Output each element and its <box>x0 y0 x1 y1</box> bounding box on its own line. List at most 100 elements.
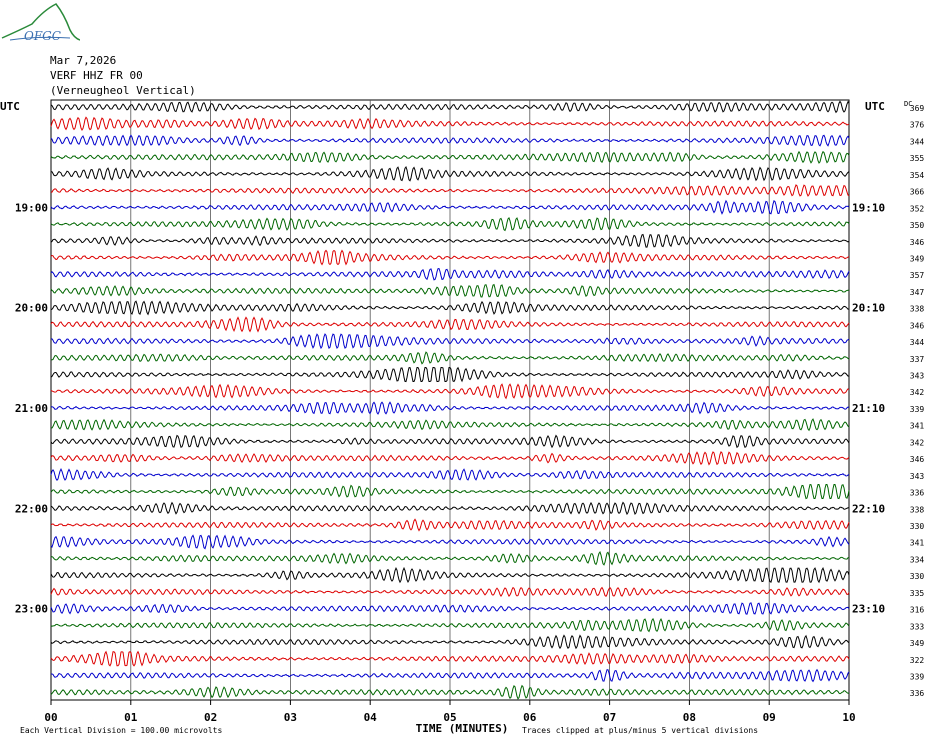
dc-offset-label: 330 <box>910 522 925 531</box>
chart-date: Mar 7,2026 <box>50 54 117 67</box>
dc-offset-label: 350 <box>910 221 925 230</box>
seismic-trace <box>50 566 850 584</box>
dc-offset-label: 376 <box>910 121 925 130</box>
dc-offset-label: 343 <box>910 372 925 381</box>
dc-offset-label: 338 <box>910 505 925 514</box>
x-tick-label: 10 <box>842 711 855 724</box>
dc-offset-label: 330 <box>910 572 925 581</box>
dc-offset-label: 354 <box>910 171 925 180</box>
seismic-trace <box>50 534 850 550</box>
seismic-trace <box>50 233 850 248</box>
station-location: (Verneugheol Vertical) <box>50 84 196 97</box>
logo-text: OFGC <box>24 29 61 43</box>
seismic-trace <box>50 316 850 333</box>
seismic-trace <box>50 451 850 466</box>
x-tick-label: 01 <box>124 711 138 724</box>
seismic-trace <box>50 166 850 182</box>
seismic-trace <box>50 617 850 633</box>
seismic-trace <box>50 518 850 532</box>
seismic-trace <box>50 283 850 298</box>
hour-label-left: 22:00 <box>15 502 48 515</box>
dc-offset-label: 337 <box>910 355 925 364</box>
dc-offset-label: 369 <box>910 104 925 113</box>
seismic-trace <box>50 401 850 415</box>
dc-offset-label: 344 <box>910 137 925 146</box>
x-tick-label: 02 <box>204 711 217 724</box>
seismic-trace <box>50 467 850 481</box>
dc-offset-label: 341 <box>910 539 925 548</box>
hour-label-left: 21:00 <box>15 402 48 415</box>
dc-offset-label: 342 <box>910 438 925 447</box>
dc-offset-label: 349 <box>910 639 925 648</box>
dc-offset-label: 342 <box>910 388 925 397</box>
seismic-trace <box>50 134 850 147</box>
seismic-trace <box>50 418 850 432</box>
dc-offset-label: 336 <box>910 689 925 698</box>
dc-offset-label: 346 <box>910 238 925 247</box>
utc-label-right: UTC <box>865 100 885 113</box>
seismic-trace <box>50 602 850 615</box>
x-tick-label: 06 <box>523 711 537 724</box>
seismic-trace <box>50 366 850 383</box>
seismic-trace <box>50 650 850 667</box>
seismic-trace <box>50 300 850 316</box>
seismic-trace <box>50 184 850 197</box>
seismic-trace <box>50 199 850 215</box>
hour-label-right: 23:10 <box>852 603 885 616</box>
dc-offset-label: 366 <box>910 188 925 197</box>
seismic-trace <box>50 634 850 650</box>
seismic-trace <box>50 586 850 598</box>
label-group: 00 01 02 03 04 05 06 07 08 09 10 369 376 344 355 354 366… <box>0 100 924 735</box>
seismic-trace <box>50 483 850 500</box>
dc-offset-label: 338 <box>910 305 925 314</box>
dc-offset-label: 335 <box>910 589 925 598</box>
seismic-trace <box>50 216 850 232</box>
seismic-trace <box>50 434 850 449</box>
dc-offset-label: 339 <box>910 672 925 681</box>
dc-offset-label: 343 <box>910 472 925 481</box>
hour-label-left: 20:00 <box>15 302 48 315</box>
hour-label-right: 20:10 <box>852 302 885 315</box>
dc-offset-label: 316 <box>910 606 925 615</box>
x-tick-label: 07 <box>603 711 616 724</box>
seismic-trace <box>50 684 850 700</box>
seismic-trace <box>50 333 850 350</box>
seismic-trace <box>50 668 850 683</box>
x-axis-title: TIME (MINUTES) <box>416 722 509 735</box>
clip-footnote: Traces clipped at plus/minus 5 vertical … <box>522 726 758 735</box>
seismic-trace <box>50 551 850 566</box>
dc-offset-label: 344 <box>910 338 925 347</box>
seismic-trace <box>50 501 850 516</box>
seismic-trace <box>50 100 850 114</box>
x-tick-label: 08 <box>683 711 696 724</box>
x-tick-label: 00 <box>44 711 57 724</box>
dc-offset-label: 341 <box>910 422 925 431</box>
x-tick-label: 04 <box>364 711 378 724</box>
x-tick-label: 09 <box>763 711 776 724</box>
seismic-trace <box>50 267 850 281</box>
dc-offset-label: 355 <box>910 154 925 163</box>
hour-label-left: 23:00 <box>15 603 48 616</box>
dc-offset-label: 322 <box>910 656 925 665</box>
x-tick-label: 03 <box>284 711 297 724</box>
hour-label-right: 21:10 <box>852 402 885 415</box>
dc-offset-label: 346 <box>910 321 925 330</box>
x-tick-label: 05 <box>443 711 456 724</box>
dc-offset-label: 339 <box>910 405 925 414</box>
dc-offset-label: 349 <box>910 254 925 263</box>
dc-label: DC <box>904 100 912 108</box>
dc-offset-label: 334 <box>910 555 925 564</box>
hour-label-right: 22:10 <box>852 502 885 515</box>
trace-group <box>50 100 850 700</box>
dc-offset-label: 336 <box>910 489 925 498</box>
scale-footnote: Each Vertical Division = 100.00 microvol… <box>20 726 222 735</box>
seismic-trace <box>50 249 850 266</box>
seismic-trace <box>50 383 850 400</box>
dc-offset-label: 347 <box>910 288 925 297</box>
dc-offset-label: 352 <box>910 204 925 213</box>
station-id: VERF HHZ FR 00 <box>50 69 143 82</box>
seismic-trace <box>50 351 850 365</box>
ofgc-logo: OFGC <box>1 3 80 43</box>
dc-offset-label: 346 <box>910 455 925 464</box>
